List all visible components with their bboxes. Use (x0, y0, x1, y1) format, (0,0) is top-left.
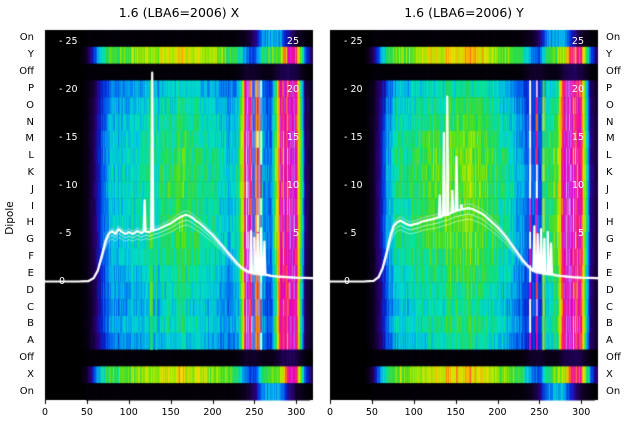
row-label-right-2-Off: Off (606, 66, 621, 78)
row-label-left-5-N: N (26, 116, 34, 128)
panel-title-x: 1.6 (LBA6=2006) X (118, 5, 240, 20)
row-label-left-14-E: E (27, 267, 34, 279)
row-label-right-8-K: K (606, 166, 613, 178)
row-label-left-19-Off: Off (19, 351, 34, 363)
xtick-panel1-200: 200 (488, 407, 507, 418)
ytick-left-panel1-20: - 20 (344, 84, 363, 95)
row-label-left-17-B: B (27, 318, 34, 330)
row-label-right-9-J: J (606, 183, 609, 195)
panel-title-y: 1.6 (LBA6=2006) Y (404, 5, 524, 20)
ytick-left-panel0-20: - 20 (59, 84, 78, 95)
row-label-right-10-I: I (606, 200, 609, 212)
row-label-right-21-On: On (606, 385, 621, 397)
row-label-left-10-I: I (31, 200, 34, 212)
ytick-left-panel1-10: - 10 (344, 180, 363, 191)
ytick-left-panel0-0: 0 (59, 276, 66, 287)
xtick-panel0-200: 200 (203, 407, 222, 418)
ytick-left-panel0-10: - 10 (59, 180, 78, 191)
xtick-panel1-150: 150 (446, 407, 465, 418)
ytick-left-panel1-25: - 25 (344, 36, 363, 47)
ytick-right-panel1-10: 10 (571, 180, 584, 191)
ytick-left-panel1-5: - 5 (344, 228, 357, 239)
ytick-right-panel0-15: 15 (286, 132, 299, 143)
ytick-right-panel1-20: 20 (571, 84, 584, 95)
row-label-left-4-O: O (26, 99, 34, 111)
ytick-right-panel0-20: 20 (286, 84, 299, 95)
xtick-panel1-300: 300 (572, 407, 591, 418)
xtick-panel0-0: 0 (41, 407, 49, 418)
row-label-left-20-X: X (27, 368, 34, 380)
ytick-right-panel1-25: 25 (571, 36, 584, 47)
row-label-right-13-F: F (606, 251, 612, 263)
ytick-left-panel1-15: - 15 (344, 132, 363, 143)
row-label-left-9-J: J (31, 183, 34, 195)
xtick-panel1-0: 0 (326, 407, 334, 418)
row-label-left-0-On: On (19, 32, 34, 44)
row-label-left-18-A: A (27, 335, 34, 347)
row-label-right-17-B: B (606, 318, 613, 330)
row-label-right-4-O: O (606, 99, 614, 111)
row-label-right-18-A: A (606, 335, 613, 347)
row-label-right-6-M: M (606, 133, 615, 145)
ytick-right-panel0-10: 10 (286, 180, 299, 191)
row-label-right-7-L: L (606, 150, 612, 162)
ytick-left-panel0-5: - 5 (59, 228, 72, 239)
ytick-left-panel1-0: 0 (344, 276, 351, 287)
ytick-right-panel1-5: 5 (577, 228, 584, 239)
ytick-right-panel1-15: 15 (571, 132, 584, 143)
ytick-left-panel0-25: - 25 (59, 36, 78, 47)
xtick-panel1-250: 250 (530, 407, 549, 418)
xtick-panel0-250: 250 (245, 407, 264, 418)
xtick-panel0-300: 300 (287, 407, 306, 418)
xtick-panel0-100: 100 (119, 407, 138, 418)
row-label-right-20-X: X (606, 368, 613, 380)
row-label-left-12-G: G (26, 234, 34, 246)
row-label-right-19-Off: Off (606, 351, 621, 363)
row-label-left-1-Y: Y (27, 49, 34, 61)
ytick-right-panel0-25: 25 (286, 36, 299, 47)
row-label-right-1-Y: Y (606, 49, 613, 61)
ytick-right-panel0-5: 5 (292, 228, 299, 239)
row-label-left-7-L: L (28, 150, 34, 162)
row-label-left-6-M: M (25, 133, 34, 145)
xtick-panel0-50: 50 (80, 407, 93, 418)
row-label-left-2-Off: Off (19, 66, 34, 78)
row-label-left-13-F: F (28, 251, 34, 263)
row-label-left-3-P: P (27, 82, 34, 94)
row-label-right-16-C: C (606, 301, 613, 313)
xtick-panel0-150: 150 (161, 407, 180, 418)
xtick-panel1-50: 50 (365, 407, 378, 418)
row-label-left-11-H: H (26, 217, 34, 229)
row-label-left-8-K: K (27, 166, 34, 178)
row-label-left-16-C: C (27, 301, 34, 313)
xtick-panel1-100: 100 (404, 407, 423, 418)
row-label-right-5-N: N (606, 116, 614, 128)
row-label-left-21-On: On (19, 385, 34, 397)
row-label-left-15-D: D (26, 284, 34, 296)
row-label-right-12-G: G (606, 234, 614, 246)
row-label-right-15-D: D (606, 284, 614, 296)
ytick-left-panel0-15: - 15 (59, 132, 78, 143)
row-label-right-0-On: On (606, 32, 621, 44)
row-label-right-3-P: P (606, 82, 613, 94)
row-label-right-14-E: E (606, 267, 613, 279)
row-label-right-11-H: H (606, 217, 614, 229)
